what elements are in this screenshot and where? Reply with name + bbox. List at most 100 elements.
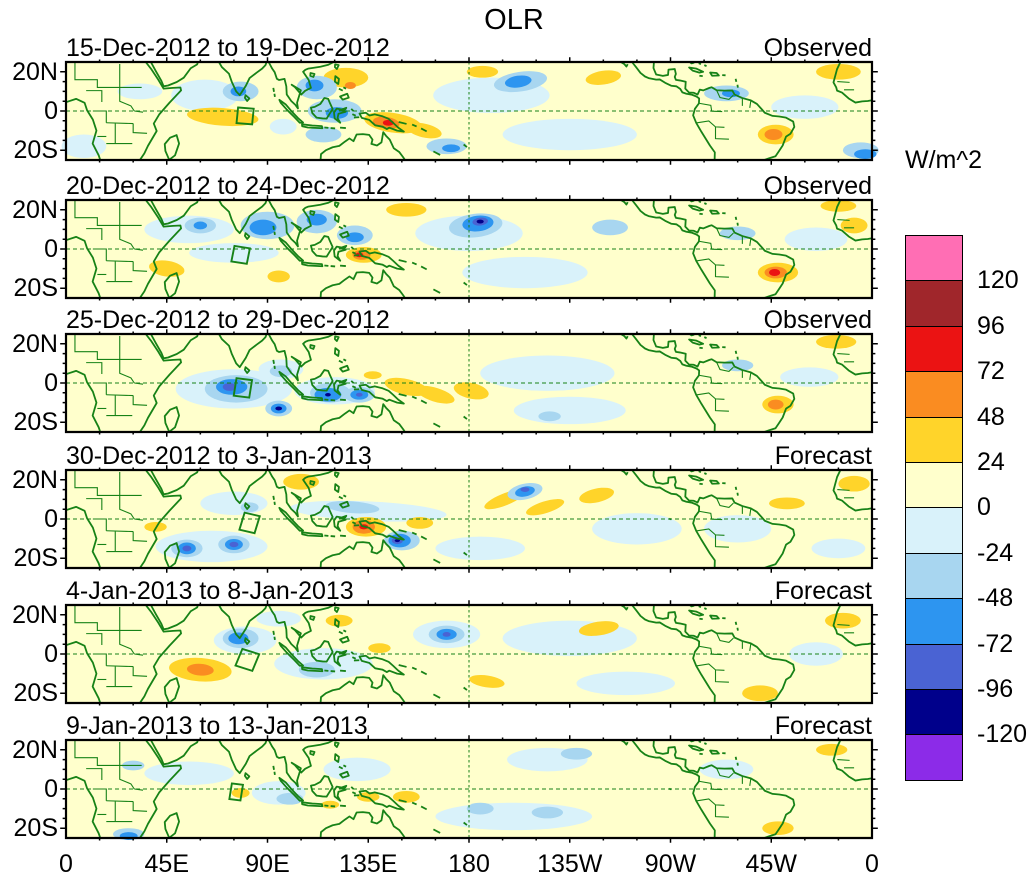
- map-panel-5: [66, 605, 872, 703]
- country-border: [742, 370, 751, 380]
- coastline: [151, 740, 198, 764]
- coastline: [653, 334, 794, 432]
- coastline: [653, 740, 794, 838]
- lat-tick-label: 0: [44, 369, 58, 397]
- coastline: [66, 99, 100, 160]
- coastline: [335, 472, 339, 477]
- negative-olr-anomaly: [721, 359, 754, 372]
- negative-olr-anomaly: [442, 144, 461, 153]
- panel-6-type: Forecast: [774, 712, 872, 740]
- coastline: [311, 98, 333, 119]
- country-border: [696, 529, 724, 535]
- panel-1-header: 15-Dec-2012 to 19-Dec-2012 Observed: [66, 34, 872, 62]
- negative-olr-anomaly: [476, 219, 484, 224]
- coastline: [273, 766, 275, 775]
- coastline: [335, 754, 349, 778]
- lat-tick-label: 20S: [13, 136, 58, 165]
- colorbar-value-label: 0: [977, 493, 991, 522]
- coastline: [653, 62, 794, 160]
- negative-olr-anomaly: [275, 406, 283, 411]
- positive-olr-anomaly: [816, 743, 848, 756]
- coastline: [334, 108, 346, 123]
- coastline: [279, 508, 303, 531]
- colorbar-box: [905, 507, 963, 554]
- panel-4-type: Forecast: [774, 442, 872, 470]
- negative-olr-anomaly: [61, 134, 107, 159]
- country-border: [134, 519, 143, 520]
- negative-olr-anomaly: [504, 75, 532, 88]
- coastline: [321, 675, 405, 703]
- positive-olr-anomaly: [466, 65, 499, 78]
- country-border: [837, 760, 854, 768]
- coastline: [279, 778, 303, 801]
- coastline: [351, 517, 359, 526]
- country-border: [837, 82, 854, 90]
- coastline: [302, 396, 346, 400]
- lon-tick-label: 135W: [537, 850, 603, 878]
- coastline: [151, 200, 198, 224]
- coastline: [669, 789, 671, 790]
- colorbar-box: [905, 280, 963, 327]
- coastline: [302, 262, 346, 266]
- negative-olr-anomaly: [784, 227, 848, 251]
- index-region-box: [231, 246, 250, 264]
- coastline: [321, 540, 405, 568]
- colorbar-box: [905, 734, 963, 781]
- coastline: [310, 616, 314, 620]
- negative-olr-anomaly: [193, 221, 208, 230]
- coastline: [219, 605, 334, 651]
- coastline: [66, 237, 100, 298]
- coastline: [335, 607, 339, 612]
- country-border: [75, 200, 120, 225]
- negative-olr-anomaly: [171, 79, 239, 111]
- negative-olr-anomaly: [592, 513, 682, 545]
- positive-olr-anomaly: [368, 643, 391, 654]
- coastline: [335, 484, 349, 508]
- coastline: [310, 73, 314, 77]
- coastline: [219, 62, 334, 108]
- negative-olr-anomaly: [182, 545, 192, 552]
- country-border: [837, 625, 854, 633]
- negative-olr-anomaly: [117, 83, 163, 100]
- coastline: [689, 475, 738, 495]
- positive-olr-anomaly: [406, 517, 434, 529]
- country-border: [93, 383, 106, 395]
- coastline: [311, 506, 333, 527]
- country-border: [696, 393, 724, 399]
- axis-ticks: [60, 57, 878, 164]
- coastline: [433, 145, 467, 155]
- negative-olr-anomaly: [466, 802, 494, 815]
- panel-5-header: 4-Jan-2013 to 8-Jan-2013 Forecast: [66, 577, 872, 605]
- coastline: [351, 109, 359, 118]
- positive-olr-anomaly: [321, 800, 340, 809]
- lat-tick-label: 20S: [13, 814, 58, 843]
- map-frame: [66, 740, 872, 838]
- coastline: [310, 751, 314, 755]
- negative-olr-anomaly: [144, 761, 234, 786]
- lat-tick-label: 20S: [13, 679, 58, 708]
- coastline: [273, 360, 275, 369]
- positive-olr-anomaly: [231, 788, 250, 798]
- country-border: [700, 511, 723, 519]
- country-border: [717, 90, 734, 99]
- country-border: [837, 490, 854, 498]
- colorbar-value-label: -96: [977, 675, 1014, 703]
- negative-olr-anomaly: [435, 536, 525, 561]
- positive-olr-anomaly: [386, 202, 427, 217]
- coastline: [433, 283, 467, 293]
- coastline: [311, 641, 333, 662]
- colorbar-box: [905, 325, 963, 373]
- panel-5-type: Forecast: [774, 577, 872, 605]
- colorbar-box: [905, 643, 963, 690]
- coastline: [279, 100, 303, 123]
- country-border: [696, 799, 724, 805]
- coastline: [245, 95, 249, 101]
- coastline: [433, 688, 467, 698]
- coastline: [311, 776, 333, 797]
- colorbar-value-label: 96: [977, 311, 1005, 340]
- coastline: [311, 236, 333, 257]
- colorbar-value-label: -120: [977, 720, 1028, 749]
- coastline: [140, 605, 181, 703]
- country-border: [700, 375, 723, 383]
- negative-olr-anomaly: [442, 632, 451, 637]
